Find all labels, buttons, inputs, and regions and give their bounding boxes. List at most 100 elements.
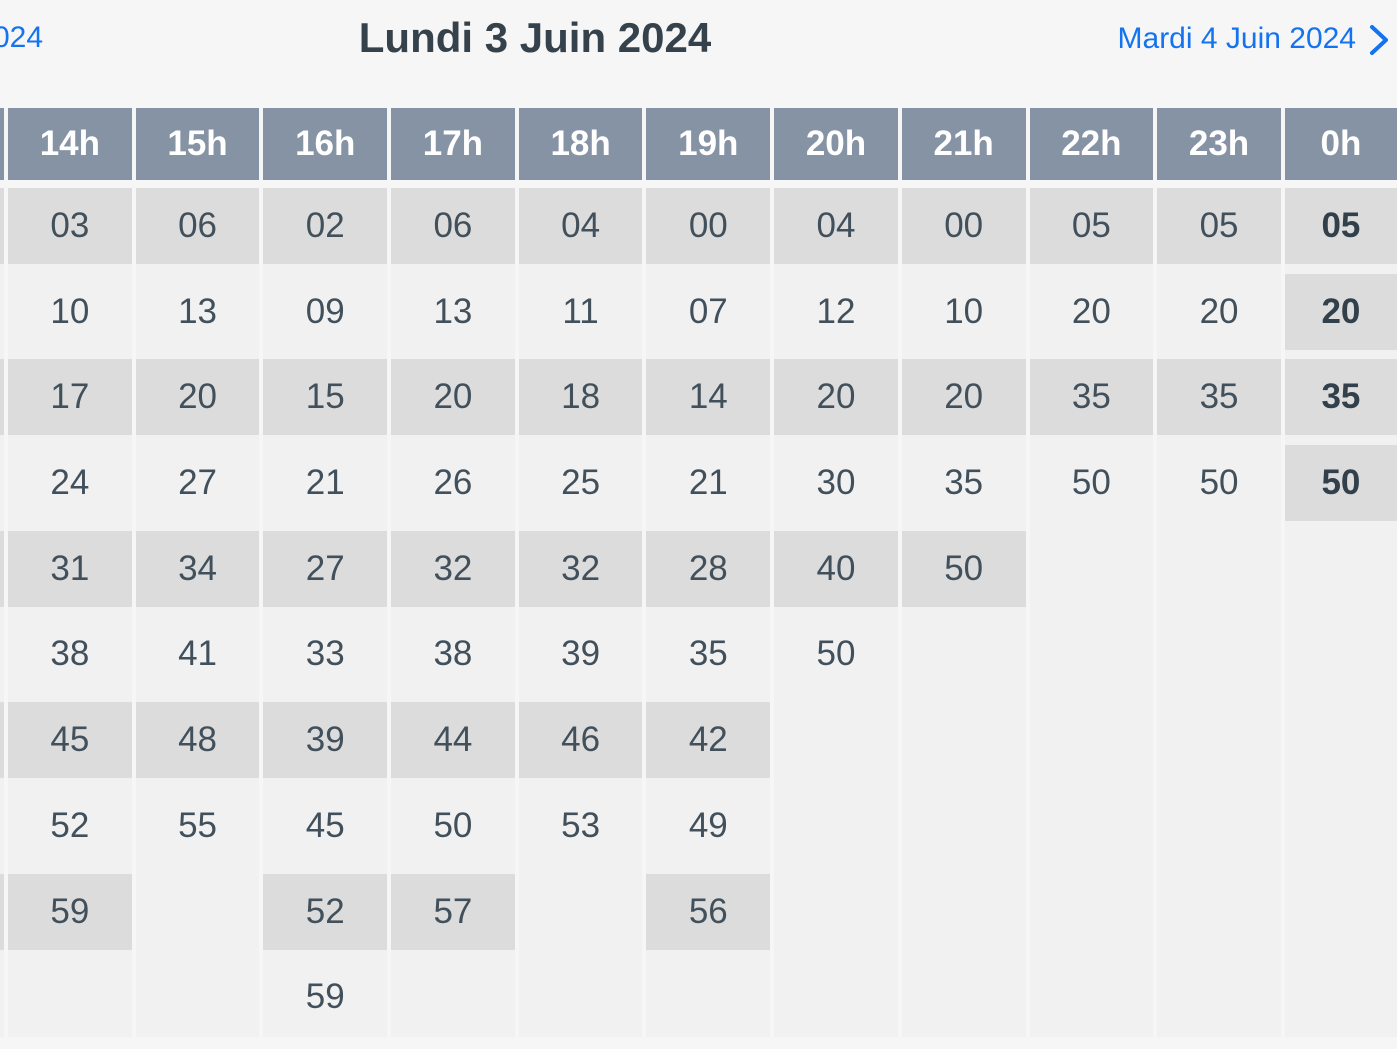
hour-column: 20h 04 12 20 30 40 50 xyxy=(774,108,898,1037)
hour-header: 21h xyxy=(901,108,1026,180)
minute-list: 02 09 15 21 27 33 39 45 52 59 xyxy=(263,188,388,1037)
minute-list: 03 10 17 24 31 38 45 52 59 xyxy=(8,188,132,1037)
hour-header: 17h xyxy=(391,108,515,180)
minute-cell: 34 xyxy=(135,530,260,607)
minute-cell xyxy=(0,788,4,864)
minute-cell: 20 xyxy=(391,359,515,436)
hour-header: 19h xyxy=(646,108,771,180)
minute-list xyxy=(0,188,4,1037)
minute-cell: 18 xyxy=(518,359,643,436)
next-day-label: Mardi 4 Juin 2024 xyxy=(1117,21,1356,55)
minute-cell: 44 xyxy=(391,702,515,779)
minute-cell: 06 xyxy=(391,188,515,264)
minute-cell: 33 xyxy=(305,634,345,674)
hour-header: 0h xyxy=(1284,108,1397,180)
minute-cell: 50 xyxy=(1071,463,1111,503)
minute-cell: 05 xyxy=(1284,188,1397,264)
minute-cell xyxy=(0,702,4,779)
minute-cell: 20 xyxy=(135,359,260,436)
minute-list: 04 12 20 30 40 50 xyxy=(774,188,898,1037)
minute-cell: 32 xyxy=(518,530,643,607)
minute-cell: 50 xyxy=(816,634,856,674)
chevron-right-icon xyxy=(1370,25,1388,55)
minute-cell: 05 xyxy=(1029,188,1154,264)
minute-cell: 45 xyxy=(305,805,345,845)
minute-cell: 20 xyxy=(901,359,1026,436)
minute-cell: 28 xyxy=(646,530,771,607)
hour-column: 23h 05 20 35 50 xyxy=(1157,108,1281,1037)
minute-cell: 42 xyxy=(646,702,771,779)
minute-list: 00 07 14 21 28 35 42 49 56 xyxy=(646,188,771,1037)
minute-cell: 17 xyxy=(8,359,132,436)
minute-cell: 38 xyxy=(50,634,90,674)
minute-list: 00 10 20 35 50 xyxy=(901,188,1026,1037)
minute-cell: 46 xyxy=(518,702,643,779)
minute-cell: 04 xyxy=(518,188,643,264)
minute-cell: 10 xyxy=(944,291,984,331)
minute-cell xyxy=(0,445,4,521)
hour-header: 22h xyxy=(1029,108,1154,180)
minute-cell xyxy=(0,188,4,264)
minute-cell: 35 xyxy=(1029,359,1154,436)
hour-column: 0h 05 20 35 50 xyxy=(1284,108,1397,1037)
minute-cell: 39 xyxy=(263,702,388,779)
minute-cell: 26 xyxy=(433,463,473,503)
minute-cell: 27 xyxy=(263,530,388,607)
minute-cell: 14 xyxy=(646,359,771,436)
minute-cell: 55 xyxy=(178,805,217,845)
timetable: 14h 03 10 17 24 31 38 45 52 59 15h 06 13 20 27 34 41 48 55… xyxy=(0,108,1397,1037)
minute-cell: 52 xyxy=(50,805,90,845)
minute-cell xyxy=(0,873,4,950)
minute-cell xyxy=(0,616,4,692)
minute-cell: 11 xyxy=(562,291,599,331)
hour-header: 15h xyxy=(135,108,260,180)
minute-cell: 38 xyxy=(433,634,473,674)
minute-cell xyxy=(0,530,4,607)
hour-column-edge xyxy=(0,108,4,1037)
next-day-link[interactable]: Mardi 4 Juin 2024 xyxy=(1118,21,1390,56)
minute-cell xyxy=(0,274,4,350)
minute-cell: 20 xyxy=(774,359,898,436)
hour-column: 21h 00 10 20 35 50 xyxy=(901,108,1026,1037)
minute-cell: 59 xyxy=(8,873,132,950)
minute-cell: 53 xyxy=(561,805,601,845)
minute-cell: 50 xyxy=(901,530,1026,607)
minute-cell: 03 xyxy=(8,188,132,264)
minute-cell xyxy=(0,359,4,436)
minute-cell: 35 xyxy=(944,463,984,503)
hour-header xyxy=(0,108,4,180)
minute-cell: 56 xyxy=(646,873,771,950)
hour-header: 14h xyxy=(8,108,132,180)
minute-cell: 40 xyxy=(774,530,898,607)
minute-cell: 15 xyxy=(263,359,388,436)
minute-cell: 57 xyxy=(391,873,515,950)
minute-list: 06 13 20 27 34 41 48 55 xyxy=(135,188,260,1037)
prev-day-link[interactable]: 024 xyxy=(0,21,44,54)
minute-cell: 39 xyxy=(561,634,601,674)
minute-cell: 09 xyxy=(305,291,345,331)
hour-header: 20h xyxy=(774,108,898,180)
minute-list: 04 11 18 25 32 39 46 53 xyxy=(518,188,643,1037)
page-title: Lundi 3 Juin 2024 xyxy=(358,14,712,61)
minute-cell: 48 xyxy=(135,702,260,779)
minute-cell: 12 xyxy=(816,291,856,331)
minute-cell: 04 xyxy=(774,188,898,264)
minute-cell: 50 xyxy=(1199,463,1239,503)
minute-cell: 20 xyxy=(1199,291,1239,331)
minute-cell: 45 xyxy=(8,702,132,779)
hour-header: 16h xyxy=(263,108,388,180)
minute-cell: 41 xyxy=(178,634,217,674)
minute-cell: 50 xyxy=(433,805,473,845)
minute-cell: 05 xyxy=(1157,188,1281,264)
minute-cell: 31 xyxy=(8,530,132,607)
minute-list: 05 20 35 50 xyxy=(1284,188,1397,1037)
minute-cell: 13 xyxy=(178,291,217,331)
minute-cell: 50 xyxy=(1284,445,1397,522)
minute-cell: 52 xyxy=(263,873,388,950)
hour-column: 16h 02 09 15 21 27 33 39 45 52 59 xyxy=(263,108,388,1037)
minute-list: 06 13 20 26 32 38 44 50 57 xyxy=(391,188,515,1037)
day-navigation: 024 Lundi 3 Juin 2024 Mardi 4 Juin 2024 xyxy=(0,0,1397,108)
minute-cell: 35 xyxy=(1284,359,1397,436)
minute-cell: 35 xyxy=(1157,359,1281,436)
minute-cell: 06 xyxy=(135,188,260,264)
